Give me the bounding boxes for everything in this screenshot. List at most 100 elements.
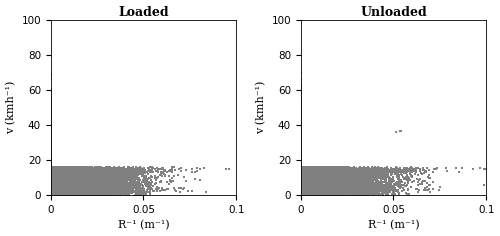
Point — [314, 180, 322, 184]
Point — [318, 182, 326, 186]
Point — [54, 190, 62, 194]
Point — [71, 167, 79, 171]
Point — [338, 169, 346, 172]
Point — [302, 184, 310, 188]
Point — [75, 174, 83, 178]
Point — [356, 172, 364, 176]
Point — [311, 188, 319, 192]
Point — [51, 173, 59, 177]
Point — [320, 170, 328, 174]
Point — [301, 184, 309, 188]
Point — [300, 176, 308, 179]
Point — [58, 193, 66, 197]
Point — [67, 179, 75, 183]
Point — [301, 182, 309, 186]
Point — [374, 193, 382, 197]
Point — [302, 167, 310, 171]
Point — [47, 152, 55, 156]
Point — [80, 192, 88, 196]
Point — [100, 175, 108, 179]
Point — [52, 176, 60, 179]
Point — [298, 171, 306, 174]
Point — [52, 188, 60, 191]
Point — [308, 180, 316, 184]
Point — [372, 169, 380, 173]
Point — [316, 176, 324, 179]
Point — [304, 178, 312, 182]
Point — [298, 179, 306, 183]
Point — [300, 183, 308, 187]
Point — [318, 184, 326, 188]
Point — [316, 182, 324, 186]
Point — [310, 179, 318, 183]
Point — [312, 191, 320, 195]
Point — [320, 174, 328, 177]
Point — [104, 180, 112, 184]
Point — [54, 185, 62, 189]
Point — [70, 192, 78, 196]
Point — [310, 186, 318, 190]
Point — [308, 168, 316, 172]
Point — [303, 167, 311, 170]
Point — [306, 187, 314, 191]
Point — [70, 177, 78, 181]
Point — [300, 185, 308, 188]
Point — [56, 169, 64, 173]
Point — [90, 168, 98, 172]
Point — [50, 183, 58, 187]
Point — [57, 180, 65, 184]
Point — [51, 186, 59, 190]
Point — [56, 176, 64, 180]
Point — [52, 187, 60, 191]
Point — [52, 190, 60, 194]
Point — [338, 171, 346, 175]
Point — [306, 173, 314, 177]
Point — [56, 190, 64, 194]
Point — [47, 161, 55, 165]
Point — [62, 173, 70, 177]
Point — [308, 174, 316, 177]
Point — [58, 173, 66, 177]
Point — [300, 189, 308, 193]
Point — [59, 189, 67, 193]
Point — [48, 179, 56, 183]
Point — [60, 185, 68, 189]
Point — [302, 171, 310, 175]
Point — [58, 167, 66, 171]
Point — [310, 167, 318, 171]
Point — [316, 185, 324, 189]
Point — [304, 169, 312, 172]
Point — [306, 184, 314, 188]
Point — [308, 191, 316, 194]
Point — [54, 176, 62, 179]
Point — [57, 176, 65, 180]
Point — [306, 185, 314, 188]
Point — [310, 179, 318, 183]
Point — [320, 174, 328, 178]
Point — [66, 179, 74, 183]
Point — [72, 167, 80, 171]
Point — [93, 177, 101, 181]
Point — [301, 183, 309, 187]
Point — [304, 180, 312, 184]
Point — [50, 167, 58, 171]
Point — [47, 191, 55, 195]
Point — [68, 176, 76, 180]
Point — [316, 182, 324, 186]
Point — [302, 172, 310, 175]
Point — [310, 173, 318, 177]
Point — [302, 178, 310, 182]
Point — [306, 187, 314, 191]
Point — [304, 168, 312, 172]
Point — [309, 179, 317, 183]
Point — [358, 185, 366, 189]
Point — [54, 177, 62, 180]
Point — [300, 171, 308, 174]
Point — [311, 193, 319, 196]
Point — [308, 182, 316, 186]
Point — [301, 169, 309, 172]
Point — [60, 173, 68, 176]
Point — [307, 176, 315, 180]
Point — [323, 168, 331, 171]
Point — [429, 187, 437, 191]
